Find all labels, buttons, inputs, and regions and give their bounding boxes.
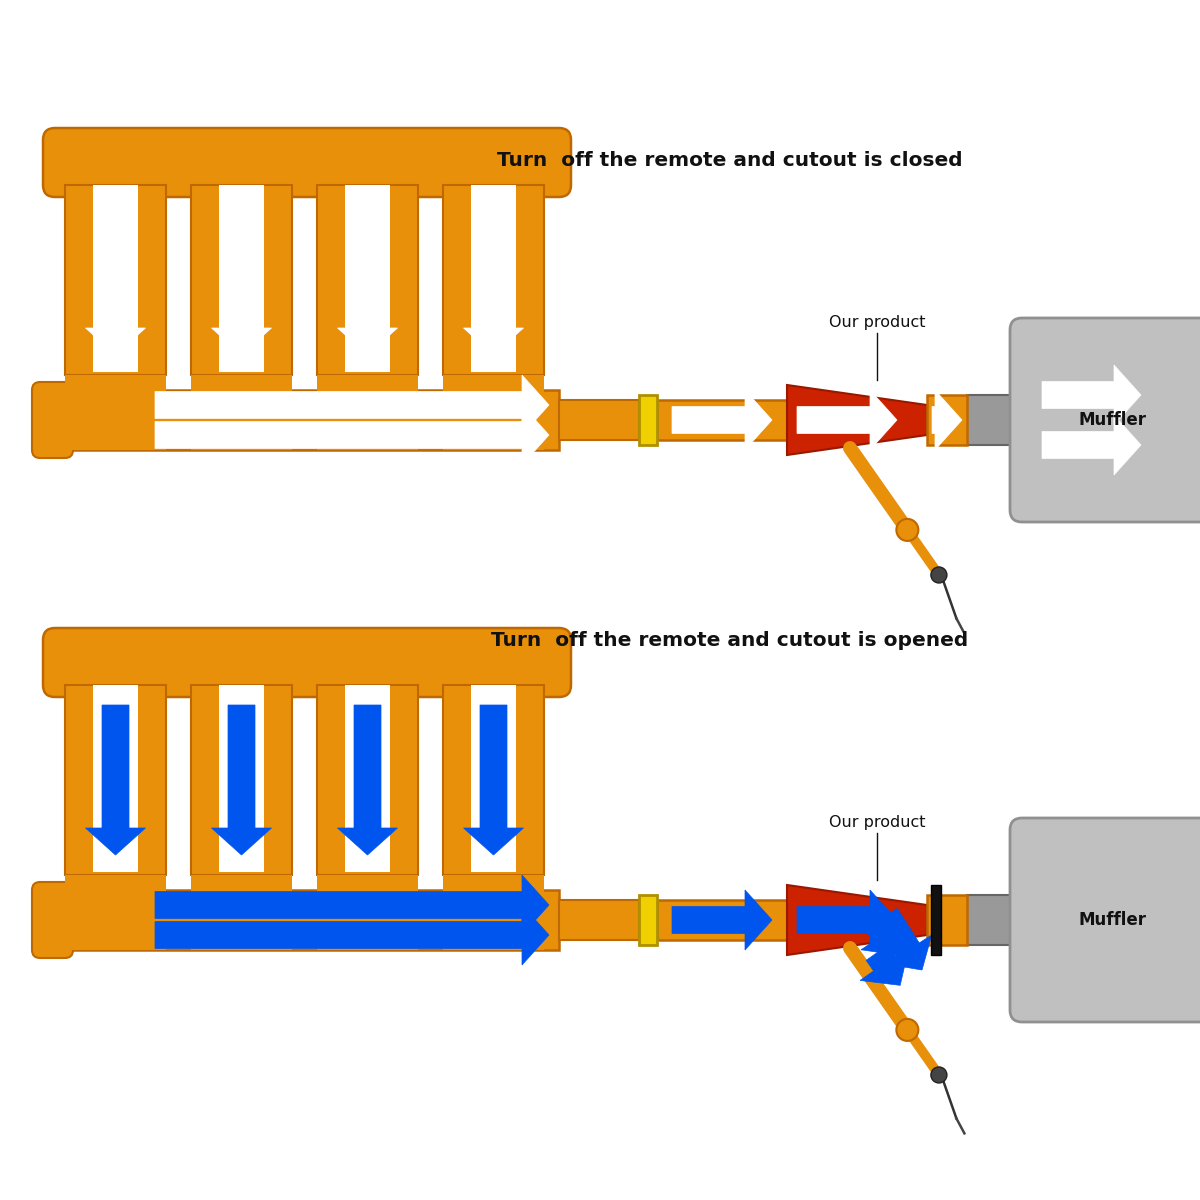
- Bar: [346, 685, 390, 872]
- Polygon shape: [797, 390, 898, 450]
- Bar: [346, 185, 390, 372]
- Polygon shape: [155, 905, 550, 965]
- Bar: [470, 685, 516, 872]
- Bar: [928, 395, 967, 445]
- Bar: [220, 685, 264, 872]
- Bar: [443, 374, 544, 450]
- Bar: [191, 185, 292, 374]
- Bar: [65, 374, 166, 450]
- Polygon shape: [672, 890, 772, 950]
- Circle shape: [896, 1019, 918, 1040]
- Bar: [65, 875, 166, 950]
- Polygon shape: [797, 890, 898, 950]
- Text: Our product: Our product: [829, 314, 925, 330]
- Text: Muffler: Muffler: [1078, 911, 1146, 929]
- FancyBboxPatch shape: [32, 382, 73, 458]
- Circle shape: [931, 1067, 947, 1082]
- Polygon shape: [463, 205, 523, 355]
- Polygon shape: [211, 704, 271, 854]
- Bar: [640, 895, 658, 946]
- Polygon shape: [860, 944, 910, 985]
- FancyBboxPatch shape: [32, 882, 73, 958]
- Polygon shape: [155, 404, 550, 464]
- Bar: [967, 395, 1022, 445]
- Bar: [55, 390, 559, 450]
- Text: Turn  off the remote and cutout is opened: Turn off the remote and cutout is opened: [491, 630, 968, 649]
- Bar: [470, 185, 516, 372]
- Polygon shape: [155, 374, 550, 434]
- Bar: [94, 185, 138, 372]
- Bar: [967, 895, 1022, 946]
- Polygon shape: [211, 205, 271, 355]
- FancyBboxPatch shape: [43, 628, 571, 697]
- Bar: [317, 685, 418, 875]
- Bar: [443, 875, 544, 950]
- Polygon shape: [857, 904, 906, 955]
- Bar: [559, 400, 640, 440]
- Bar: [65, 185, 166, 374]
- Polygon shape: [672, 390, 772, 450]
- Circle shape: [896, 518, 918, 541]
- Polygon shape: [787, 385, 928, 455]
- FancyBboxPatch shape: [1010, 818, 1200, 1022]
- Bar: [317, 374, 418, 450]
- Bar: [443, 685, 544, 875]
- Bar: [191, 374, 292, 450]
- Bar: [191, 685, 292, 875]
- Bar: [559, 900, 640, 940]
- Polygon shape: [85, 704, 145, 854]
- Bar: [931, 886, 941, 955]
- Bar: [658, 900, 787, 940]
- Bar: [317, 185, 418, 374]
- Polygon shape: [787, 886, 928, 955]
- Circle shape: [931, 566, 947, 583]
- Bar: [191, 875, 292, 950]
- Polygon shape: [1042, 415, 1141, 475]
- Polygon shape: [463, 704, 523, 854]
- Polygon shape: [932, 390, 962, 450]
- Polygon shape: [877, 908, 931, 970]
- Bar: [443, 185, 544, 374]
- FancyBboxPatch shape: [43, 128, 571, 197]
- Bar: [658, 400, 787, 440]
- FancyBboxPatch shape: [1010, 318, 1200, 522]
- Polygon shape: [155, 875, 550, 935]
- Bar: [55, 890, 559, 950]
- Bar: [928, 895, 967, 946]
- Polygon shape: [337, 704, 397, 854]
- Polygon shape: [85, 205, 145, 355]
- Bar: [65, 685, 166, 875]
- Bar: [640, 395, 658, 445]
- Bar: [317, 875, 418, 950]
- Polygon shape: [337, 205, 397, 355]
- Text: Muffler: Muffler: [1078, 410, 1146, 428]
- Text: Turn  off the remote and cutout is closed: Turn off the remote and cutout is closed: [497, 150, 962, 169]
- Bar: [94, 685, 138, 872]
- Polygon shape: [1042, 365, 1141, 425]
- Text: Our product: Our product: [829, 815, 925, 830]
- Bar: [220, 185, 264, 372]
